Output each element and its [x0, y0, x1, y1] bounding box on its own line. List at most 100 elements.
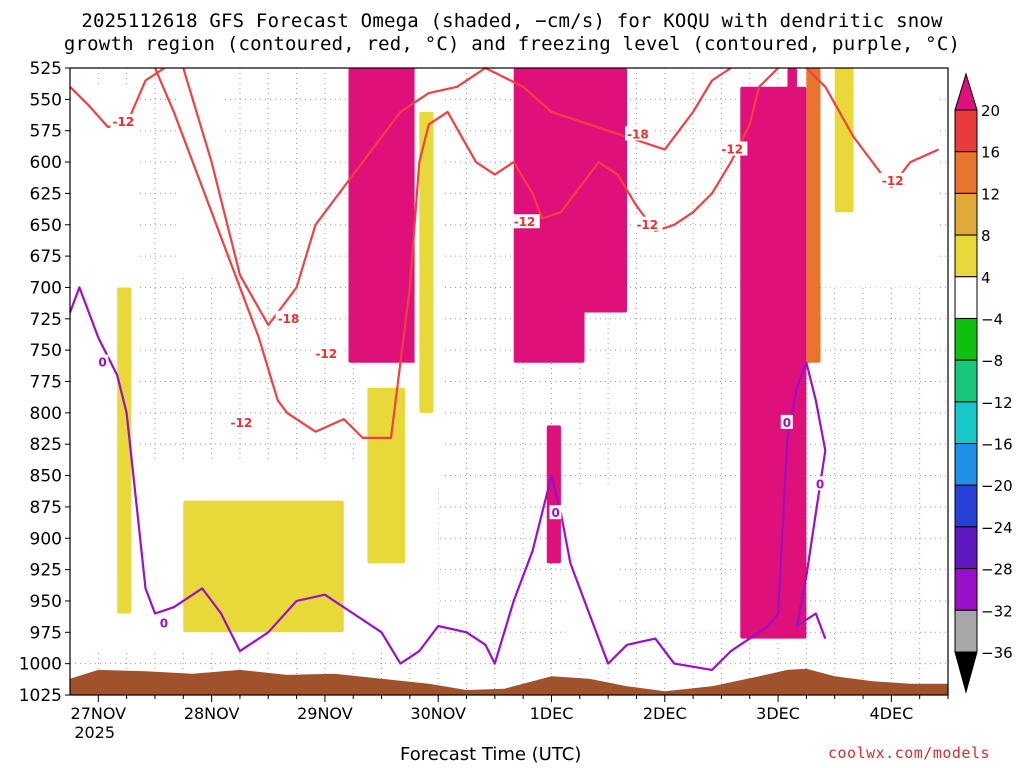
colorbar-label-12: −32: [981, 602, 1013, 620]
axes: 525 550 575 600 625 650 675 700 725 750 775 800 825 8…: [19, 59, 949, 742]
label-neg18-b-bg: [625, 126, 654, 141]
y-tick-label-875: 875: [30, 498, 62, 518]
colorbar-label-9: −20: [981, 477, 1013, 495]
x-tick-label-4DEC: 4DEC: [869, 704, 913, 723]
colorbar-segment-9: [954, 484, 978, 528]
dgz-lower-contour: [153, 67, 779, 439]
colorbar-segment-11: [954, 568, 978, 611]
x-tick-label-27NOV: 27NOV: [71, 704, 127, 723]
colorbar-segment-4: [954, 276, 978, 319]
colorbar-label-8: −16: [981, 436, 1013, 454]
label-zero-a: 0: [98, 356, 106, 370]
y-tick-label-900: 900: [30, 529, 62, 549]
y-tick-label-775: 775: [30, 373, 62, 393]
y-tick-label-850: 850: [30, 467, 62, 487]
colorbar-label-7: −12: [981, 394, 1013, 412]
omega-region-3: [183, 500, 344, 633]
y-tick-label-975: 975: [30, 623, 62, 643]
colorbar-label-4: 4: [981, 269, 991, 287]
colorbar-label-1: 16: [981, 144, 1000, 162]
label-neg12-e-bg: [634, 216, 663, 231]
omega-region-12: [546, 425, 561, 564]
label-zero-d: 0: [783, 416, 791, 430]
label-neg12-f-bg: [719, 141, 748, 156]
omega-region-19: [787, 68, 797, 200]
label-neg12-b-bg: [313, 345, 342, 360]
dgz-east-contour: [805, 67, 940, 189]
colorbar-segment-1: [954, 151, 978, 194]
x-tick-label-30NOV: 30NOV: [410, 704, 466, 723]
label-neg18-a: -18: [278, 312, 300, 326]
colorbar-label-0: 20: [981, 102, 1000, 120]
label-neg12-e: -12: [636, 218, 658, 232]
colorbar-segment-2: [954, 192, 978, 236]
omega-shading: [74, 68, 939, 658]
colorbar-top-triangle: [954, 72, 978, 111]
y-tick-label-625: 625: [30, 184, 62, 204]
label-neg12-a: -12: [112, 115, 134, 129]
y-tick-label-825: 825: [30, 435, 62, 455]
x-tick-label-29NOV: 29NOV: [297, 704, 353, 723]
chart-title-line-2: growth region (contoured, red, °C) and f…: [63, 33, 961, 55]
omega-region-22: [834, 68, 854, 213]
omega-region-14: [575, 68, 628, 313]
omega-region-6: [178, 68, 222, 275]
y-tick-label-600: 600: [30, 153, 62, 173]
colorbar-bottom-triangle: [954, 651, 978, 694]
colorbar-label-13: −36: [981, 644, 1013, 662]
y-tick-label-700: 700: [30, 278, 62, 298]
colorbar-segment-7: [954, 401, 978, 445]
x-tick-sublabel-27NOV: 2025: [74, 723, 115, 742]
colorbar-label-3: 8: [981, 227, 991, 245]
y-tick-label-1000: 1000: [19, 655, 62, 675]
label-zero-b-bg: [157, 615, 170, 630]
y-tick-label-575: 575: [30, 122, 62, 142]
y-tick-label-750: 750: [30, 341, 62, 361]
colorbar-segment-3: [954, 234, 978, 278]
y-tick-label-950: 950: [30, 592, 62, 612]
terrain-surface: [70, 668, 948, 695]
colorbar-segment-5: [954, 317, 978, 361]
colorbar-segment-6: [954, 359, 978, 403]
x-tick-label-3DEC: 3DEC: [756, 704, 800, 723]
label-neg12-d-bg: [511, 214, 540, 229]
contour-lines: -12 -18 -12 -12 -12 -12 -18 -12 -12 0 0 0 0 0: [68, 66, 940, 671]
surface-terrain: [70, 668, 948, 695]
y-tick-label-650: 650: [30, 216, 62, 236]
y-tick-label-725: 725: [30, 310, 62, 330]
label-zero-c-bg: [549, 505, 562, 520]
colorbar-segment-8: [954, 443, 978, 486]
colorbar-segment-12: [954, 609, 978, 653]
isotherm-neg18-contour: [182, 66, 732, 327]
label-neg12-b: -12: [315, 347, 337, 361]
omega-region-5: [367, 387, 406, 564]
label-neg12-f: -12: [721, 143, 743, 157]
omega-region-20: [806, 68, 821, 363]
credit-link[interactable]: coolwx.com/models: [828, 744, 991, 762]
x-tick-label-28NOV: 28NOV: [184, 704, 240, 723]
y-tick-label-800: 800: [30, 404, 62, 424]
y-tick-label-550: 550: [30, 90, 62, 110]
x-tick-label-1DEC: 1DEC: [530, 704, 574, 723]
label-neg12-c-bg: [228, 414, 257, 429]
label-zero-c: 0: [551, 506, 559, 520]
y-tick-label-925: 925: [30, 561, 62, 581]
colorbar-label-11: −28: [981, 561, 1013, 579]
omega-region-17: [768, 287, 793, 489]
omega-region-11: [542, 111, 566, 326]
label-zero-a-bg: [96, 354, 109, 369]
omega-region-18: [768, 93, 779, 225]
colorbar-segment-10: [954, 526, 978, 570]
x-axis-title: Forecast Time (UTC): [400, 744, 582, 765]
colorbar-segment-0: [954, 109, 978, 153]
label-neg12-g: -12: [882, 174, 904, 188]
omega-region-9: [419, 111, 434, 413]
label-neg18-a-bg: [275, 310, 304, 325]
label-neg18-b: -18: [627, 127, 649, 141]
y-tick-label-525: 525: [30, 59, 62, 79]
label-neg12-c: -12: [230, 416, 252, 430]
colorbar-label-2: 12: [981, 185, 1000, 203]
colorbar: 20 16 12 8 4 −4 −8 −12 −16 −20 −24 −28 −32 −36: [954, 72, 1013, 694]
colorbar-label-5: −4: [981, 310, 1003, 328]
